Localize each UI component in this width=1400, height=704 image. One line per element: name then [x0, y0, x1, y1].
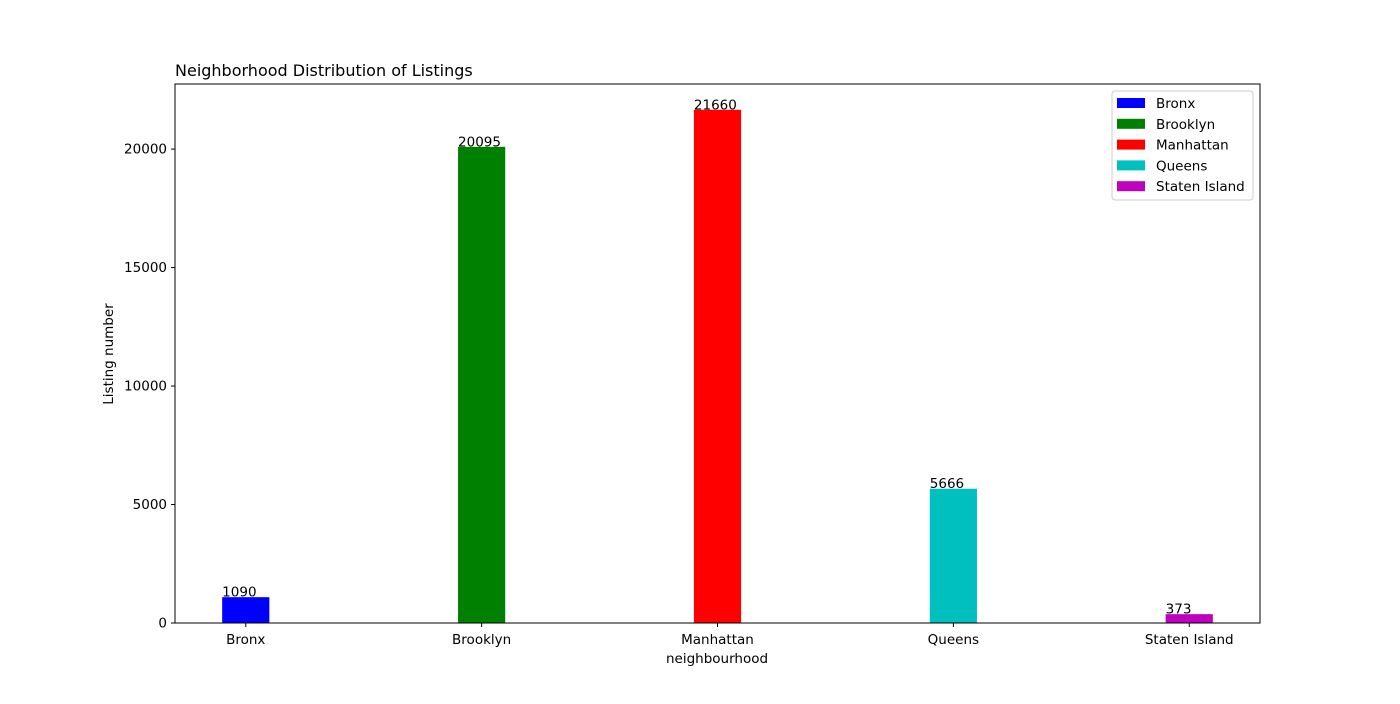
y-tick-label: 5000 — [133, 497, 167, 513]
x-tick-label: Brooklyn — [452, 632, 511, 648]
y-tick-label: 0 — [158, 616, 167, 632]
bar-value-label: 373 — [1166, 602, 1192, 618]
x-tick-label: Manhattan — [681, 632, 754, 648]
bar — [222, 597, 270, 623]
plot-area: 0 5000 10000 15000 20000 1090 Bronx 20095 Brookl… — [124, 97, 1234, 648]
bar — [1165, 614, 1213, 623]
bar — [929, 488, 977, 623]
bar-value-label: 5666 — [930, 476, 964, 492]
chart-title: Neighborhood Distribution of Listings — [175, 61, 473, 80]
legend-swatch — [1117, 160, 1145, 171]
legend-label: Bronx — [1156, 96, 1195, 112]
legend-label: Staten Island — [1156, 179, 1245, 195]
y-tick-label: 10000 — [124, 379, 167, 395]
legend-swatch — [1117, 98, 1145, 108]
legend-swatch — [1117, 118, 1145, 129]
bar — [458, 146, 506, 624]
legend-box — [1111, 90, 1254, 201]
plot-frame — [174, 83, 1261, 624]
x-tick-label: Queens — [928, 632, 979, 648]
x-axis-label: neighbourhood — [666, 651, 768, 667]
bar-value-label: 21660 — [694, 97, 737, 113]
y-tick-label: 20000 — [124, 142, 167, 158]
x-tick-label: Staten Island — [1145, 632, 1234, 648]
legend-swatch — [1117, 181, 1145, 192]
legend-label: Queens — [1156, 158, 1207, 174]
legend-swatch — [1117, 139, 1145, 150]
y-axis-label: Listing number — [101, 303, 117, 405]
x-tick-label: Bronx — [226, 632, 265, 648]
bar-value-label: 1090 — [222, 585, 256, 601]
legend-label: Brooklyn — [1156, 117, 1215, 133]
legend: Bronx Brooklyn Manhattan Queens Staten Islan… — [1111, 90, 1254, 201]
bar-value-label: 20095 — [458, 134, 501, 150]
bar — [693, 109, 742, 623]
legend-label: Manhattan — [1156, 138, 1229, 154]
y-tick-label: 15000 — [124, 260, 167, 276]
